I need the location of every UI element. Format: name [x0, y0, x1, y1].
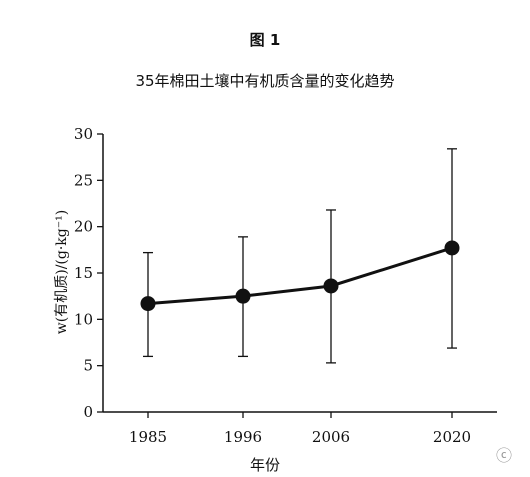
- y-tick-label: 25: [74, 171, 93, 189]
- x-tick-label: 2006: [312, 428, 350, 446]
- wechat-watermark-icon: ⓒ: [496, 446, 513, 465]
- data-point: [140, 296, 156, 312]
- axes-layer: [102, 134, 497, 413]
- series-line: [147, 246, 453, 306]
- errorbar-layer: [143, 148, 457, 364]
- y-tick-label: 15: [74, 264, 93, 282]
- chart-title: 35年棉田土壤中有机质含量的变化趋势: [135, 72, 395, 90]
- x-tick-label: 1996: [224, 428, 262, 446]
- data-point: [235, 288, 251, 304]
- x-axis-label: 年份: [250, 456, 280, 474]
- x-tick-label: 1985: [129, 428, 167, 446]
- y-tick-label: 20: [74, 218, 93, 236]
- line-layer: [147, 246, 453, 306]
- y-tick-label: 0: [83, 403, 93, 421]
- data-point: [323, 278, 339, 294]
- data-point: [444, 240, 460, 256]
- x-tick-label: 2020: [433, 428, 471, 446]
- y-tick-label: 10: [74, 310, 93, 328]
- point-layer: [140, 240, 460, 312]
- ticks-layer: 0 5 10 15 20 25 30 1985 1996 2006 2020: [74, 125, 471, 446]
- y-axis-label: w(有机质)/(g·kg⁻¹): [54, 210, 70, 334]
- y-tick-label: 5: [83, 357, 93, 375]
- figure-label: 图 1: [249, 31, 281, 49]
- y-tick-label: 30: [74, 125, 93, 143]
